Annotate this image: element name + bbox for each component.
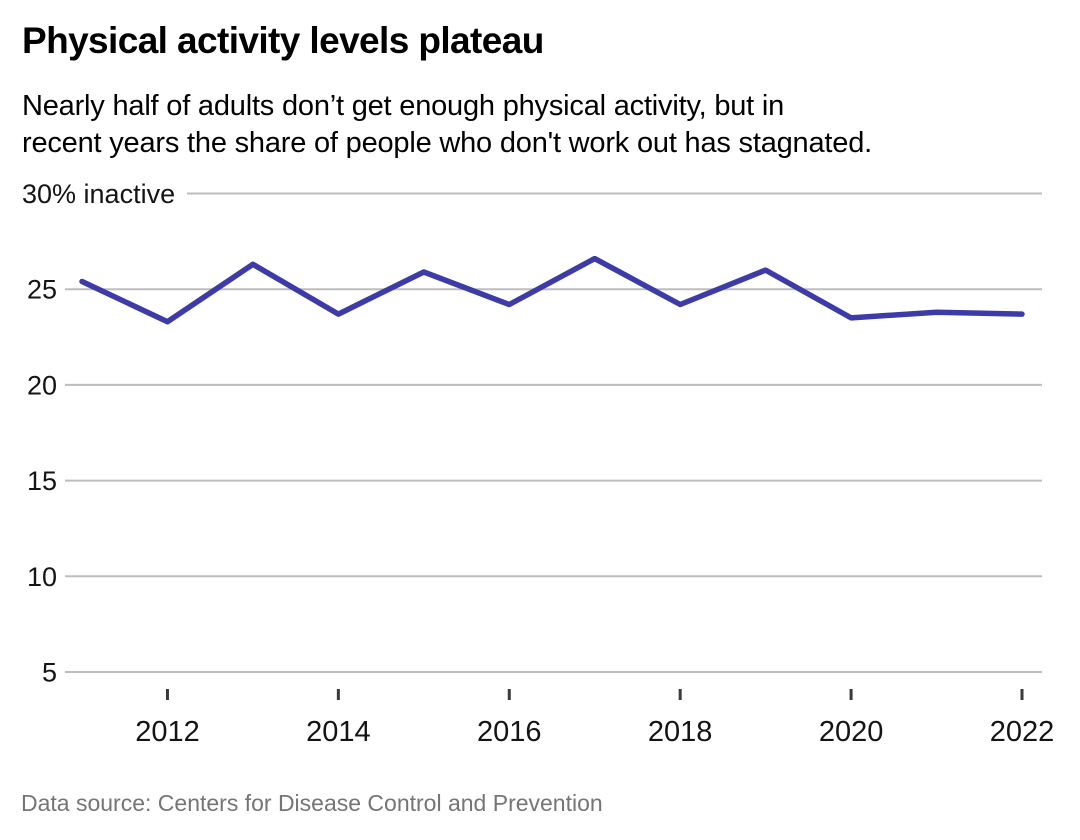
x-tick-label: 2014	[306, 716, 371, 748]
x-tick-label: 2018	[648, 716, 713, 748]
x-tick-label: 2016	[477, 716, 542, 748]
y-tick-label: 25	[27, 275, 57, 305]
x-tick-label: 2012	[135, 716, 200, 748]
y-tick-label: 5	[42, 658, 57, 688]
data-source-credit: Data source: Centers for Disease Control…	[21, 790, 603, 816]
y-tick-label: 15	[27, 466, 57, 496]
chart-subtitle-line2: recent years the share of people who don…	[22, 127, 872, 159]
chart-subtitle: Nearly half of adults don’t get enough p…	[22, 88, 872, 162]
chart-subtitle-line1: Nearly half of adults don’t get enough p…	[22, 90, 785, 122]
data-line	[79, 255, 1025, 325]
y-tick-label: 10	[27, 562, 57, 592]
y-tick-label: 30% inactive	[22, 179, 175, 209]
chart-title: Physical activity levels plateau	[22, 20, 544, 61]
y-tick-label: 20	[27, 370, 57, 400]
x-tick-label: 2022	[990, 716, 1055, 748]
x-tick-label: 2020	[819, 716, 884, 748]
